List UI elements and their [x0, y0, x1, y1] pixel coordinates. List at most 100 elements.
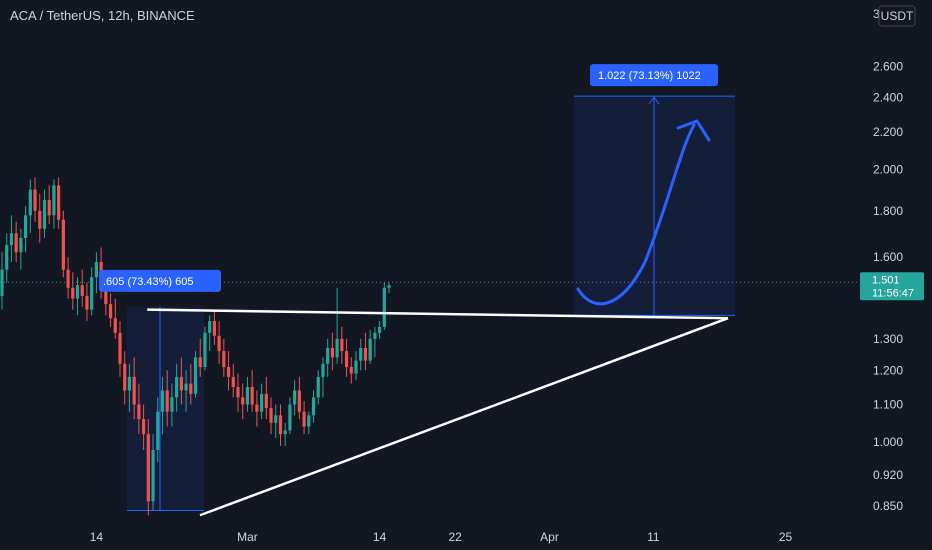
- candle-body: [208, 321, 212, 333]
- candle: [75, 277, 80, 316]
- candle: [250, 370, 254, 412]
- candle-body: [94, 262, 98, 278]
- candle: [165, 370, 169, 427]
- price-tick-label: 2.600: [873, 59, 903, 73]
- currency-badge: [878, 5, 916, 27]
- price-tick-label: 0.920: [873, 468, 903, 482]
- candle: [184, 370, 188, 412]
- candle-body: [170, 397, 174, 412]
- candle-body: [160, 390, 165, 412]
- candle: [160, 376, 165, 435]
- candle: [137, 383, 141, 435]
- candle: [382, 282, 386, 330]
- candle-body: [24, 215, 28, 238]
- time-tick-label: Mar: [237, 530, 258, 544]
- candle-body: [132, 376, 136, 405]
- candle-body: [274, 415, 278, 423]
- candle-body: [198, 357, 202, 368]
- candle-body: [378, 326, 382, 333]
- measure-label-right-box: [590, 64, 718, 87]
- candle: [335, 287, 339, 364]
- price-tick-label: 1.100: [873, 397, 903, 411]
- candle-body: [373, 332, 377, 339]
- candle: [330, 332, 334, 371]
- candle-body: [14, 233, 18, 253]
- candle: [255, 390, 259, 427]
- candle: [208, 315, 212, 352]
- candle-body: [113, 318, 117, 333]
- candle: [108, 293, 113, 327]
- time-tick-label: 14: [90, 530, 104, 544]
- candle: [288, 397, 292, 435]
- time-tick-label: 11: [647, 530, 660, 544]
- candle: [94, 252, 98, 294]
- price-tick-label: 0.850: [873, 499, 903, 513]
- candle-body: [28, 189, 32, 216]
- candle-body: [335, 338, 339, 358]
- candle-body: [340, 338, 344, 352]
- candle-body: [175, 376, 179, 398]
- candle-body: [302, 411, 306, 427]
- candle-body: [269, 408, 273, 423]
- candle: [14, 221, 18, 263]
- price-tick-label: 1.300: [873, 332, 903, 346]
- candle-body: [326, 347, 330, 364]
- candle-body: [349, 367, 353, 374]
- candle-body: [104, 287, 108, 305]
- candle-body: [311, 397, 316, 416]
- candle: [368, 329, 372, 364]
- candle-body: [47, 200, 51, 216]
- price-tick-label: 2.400: [873, 91, 903, 105]
- candle: [264, 376, 268, 420]
- candle-body: [226, 367, 231, 377]
- candle-body: [264, 393, 268, 409]
- candle-body: [0, 269, 4, 296]
- candle: [260, 383, 264, 420]
- candle: [269, 397, 273, 435]
- candle: [373, 326, 377, 358]
- candle: [9, 215, 14, 263]
- currency-label: USDT: [881, 9, 914, 23]
- price-tick-label: 1.000: [873, 435, 903, 449]
- candle: [378, 321, 382, 339]
- candle: [311, 390, 316, 423]
- candle: [198, 338, 202, 377]
- candle-body: [359, 347, 363, 361]
- candle: [193, 351, 198, 398]
- candle-body: [307, 415, 311, 427]
- price-axis-top-digit: 3: [873, 7, 880, 21]
- candle: [354, 351, 358, 381]
- candle-body: [236, 387, 240, 398]
- candle-body: [354, 360, 358, 374]
- candle-body: [42, 200, 47, 229]
- candle: [42, 189, 47, 238]
- candle: [217, 321, 221, 364]
- candle-body: [382, 287, 386, 327]
- candle-body: [75, 285, 80, 299]
- candle-body: [203, 332, 207, 368]
- candle-body: [5, 245, 9, 270]
- candle-body: [293, 390, 297, 405]
- last-price-countdown: 11:56:47: [872, 287, 914, 299]
- candle: [359, 338, 363, 371]
- candle-body: [222, 351, 226, 368]
- candle: [307, 411, 311, 435]
- candle: [283, 422, 287, 446]
- candle: [274, 404, 278, 439]
- candle-body: [255, 404, 259, 412]
- candle-body: [142, 419, 146, 435]
- candle: [19, 228, 23, 270]
- candle-body: [231, 376, 235, 388]
- measure-arrowhead-right: [648, 96, 660, 105]
- time-tick-label: 25: [779, 530, 793, 544]
- candle-body: [283, 430, 287, 435]
- candle-body: [217, 335, 221, 352]
- candle-body: [250, 387, 254, 405]
- candle: [293, 380, 297, 416]
- candle: [80, 269, 84, 307]
- measure-tools: [0, 95, 858, 512]
- candle-body: [179, 376, 183, 391]
- last-price-value: 1.501: [872, 274, 900, 286]
- candle: [146, 419, 150, 516]
